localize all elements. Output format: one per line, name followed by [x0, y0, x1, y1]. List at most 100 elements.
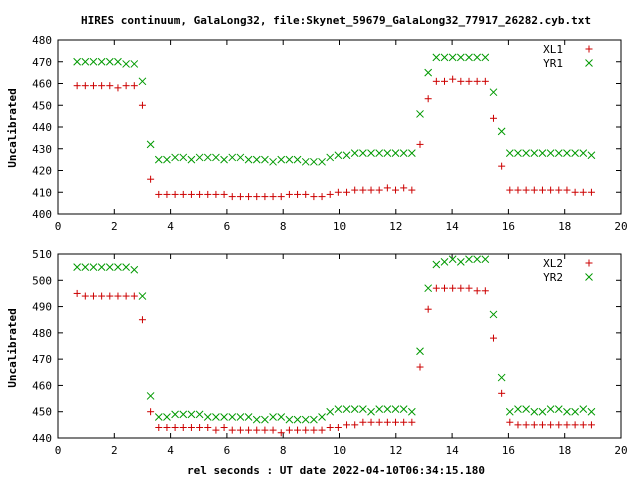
data-point-xl2 — [326, 423, 334, 431]
data-point-yr1 — [244, 155, 253, 164]
data-point-yr1 — [146, 140, 155, 149]
data-point-xl1 — [326, 190, 334, 198]
data-point-xl1 — [236, 193, 244, 201]
data-point-xl1 — [424, 95, 432, 103]
y-tick-label: 480 — [32, 34, 52, 47]
data-point-yr1 — [416, 110, 424, 118]
legend-label-xl2: XL2 — [543, 257, 563, 270]
data-point-yr2 — [73, 263, 81, 271]
y-tick-label: 470 — [32, 56, 52, 69]
data-point-xl2 — [506, 418, 514, 426]
data-point-xl1 — [310, 193, 318, 201]
data-point-yr1 — [228, 153, 237, 162]
data-point-xl2 — [424, 305, 432, 313]
data-point-xl2 — [277, 429, 285, 437]
data-point-xl1 — [579, 188, 587, 196]
data-point-yr1 — [154, 155, 163, 164]
data-point-yr1 — [554, 149, 563, 157]
data-point-xl2 — [498, 389, 506, 397]
data-point-xl2 — [359, 418, 367, 426]
data-point-xl1 — [440, 77, 448, 85]
data-point-yr1 — [89, 57, 98, 66]
data-point-yr2 — [587, 407, 596, 416]
data-point-yr2 — [236, 413, 245, 421]
data-point-xl1 — [285, 190, 293, 198]
data-point-xl1 — [147, 175, 155, 183]
legend-label-yr2: YR2 — [543, 271, 563, 284]
data-point-xl1 — [98, 82, 106, 90]
x-tick-label: 6 — [224, 444, 231, 457]
data-point-xl2 — [383, 418, 391, 426]
data-point-yr2 — [416, 347, 424, 356]
x-tick-label: 4 — [167, 220, 174, 233]
data-point-xl2 — [147, 408, 155, 416]
data-point-xl1 — [383, 184, 391, 192]
data-point-xl2 — [318, 426, 326, 434]
data-point-xl1 — [245, 193, 253, 201]
data-point-xl1 — [416, 140, 424, 148]
data-point-xl1 — [530, 186, 538, 194]
data-point-yr2 — [538, 407, 547, 416]
data-point-yr2 — [195, 410, 204, 419]
data-point-yr1 — [269, 157, 277, 166]
data-point-xl1 — [130, 82, 138, 90]
bottom-panel: Uncalibrated XL2 YR2 rel seconds : UT da… — [6, 248, 628, 477]
data-point-xl1 — [400, 184, 408, 192]
data-point-yr1 — [334, 151, 343, 160]
data-point-yr1 — [505, 149, 514, 157]
data-point-xl1 — [163, 190, 171, 198]
data-point-yr1 — [171, 153, 179, 162]
data-point-yr1 — [522, 149, 530, 157]
y-tick-label: 470 — [32, 353, 52, 366]
data-point-xl1 — [473, 77, 481, 85]
data-point-xl2 — [163, 423, 171, 431]
y-tick-label: 440 — [32, 432, 52, 445]
data-point-xl1 — [408, 186, 416, 194]
data-point-yr2 — [399, 405, 408, 413]
data-point-xl1 — [253, 193, 261, 201]
data-point-yr1 — [432, 53, 441, 62]
data-point-xl2 — [106, 292, 114, 300]
data-point-yr2 — [505, 407, 514, 416]
x-tick-label: 20 — [614, 220, 627, 233]
data-point-yr1 — [310, 157, 318, 166]
data-point-yr2 — [571, 407, 579, 416]
data-point-yr1 — [481, 53, 490, 62]
data-point-yr1 — [497, 127, 506, 136]
legend-label-yr1: YR1 — [543, 57, 563, 70]
data-point-yr2 — [105, 263, 114, 271]
legend-marker-yr1 — [585, 59, 593, 67]
data-point-yr2 — [391, 405, 400, 413]
data-point-xl2 — [114, 292, 122, 300]
data-point-xl1 — [334, 188, 342, 196]
data-point-yr1 — [326, 153, 335, 162]
data-point-yr2 — [489, 310, 498, 319]
data-point-xl2 — [285, 426, 293, 434]
data-point-xl2 — [522, 421, 530, 429]
data-point-xl2 — [73, 289, 81, 297]
data-point-yr2 — [285, 415, 294, 424]
data-point-yr1 — [465, 53, 473, 62]
data-point-yr2 — [122, 263, 130, 271]
data-point-xl1 — [351, 186, 359, 194]
data-point-xl1 — [196, 190, 204, 198]
data-point-yr1 — [293, 155, 302, 164]
data-point-yr2 — [367, 407, 375, 416]
legend-marker-xl1 — [585, 45, 593, 53]
y-tick-label: 440 — [32, 121, 52, 134]
data-point-yr2 — [579, 405, 588, 413]
data-point-xl1 — [498, 162, 506, 170]
data-point-xl1 — [302, 190, 310, 198]
data-point-xl2 — [571, 421, 579, 429]
data-point-yr2 — [212, 413, 220, 421]
data-point-yr1 — [489, 88, 498, 97]
x-tick-label: 14 — [445, 220, 459, 233]
data-point-yr1 — [236, 153, 245, 162]
data-point-xl1 — [261, 193, 269, 201]
data-point-xl2 — [155, 423, 163, 431]
data-point-xl1 — [122, 82, 130, 90]
data-point-xl1 — [277, 193, 285, 201]
data-point-xl1 — [359, 186, 367, 194]
data-point-xl1 — [81, 82, 89, 90]
data-point-yr2 — [301, 415, 310, 424]
